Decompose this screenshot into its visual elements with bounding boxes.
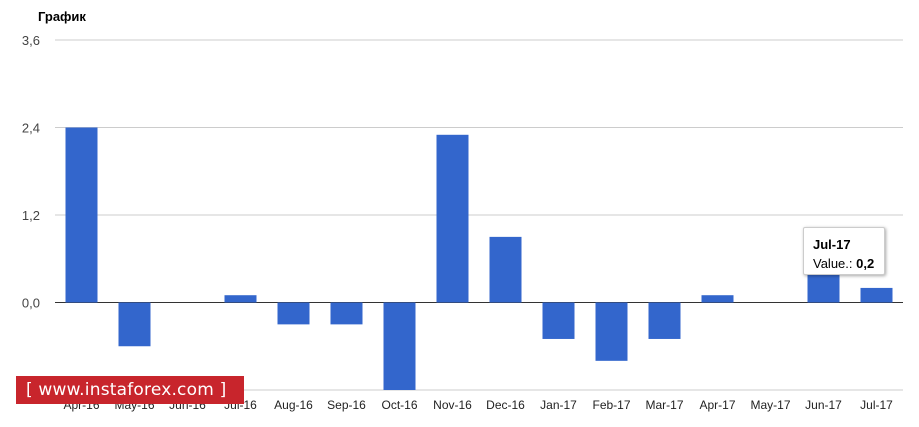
- bar[interactable]: [648, 302, 681, 339]
- bar[interactable]: [489, 236, 522, 303]
- x-tick-label: Sep-16: [327, 398, 366, 412]
- x-tick-label: Jan-17: [540, 398, 577, 412]
- bar[interactable]: [118, 302, 151, 347]
- tooltip-value: 0,2: [856, 256, 875, 271]
- tooltip-label: Value.:: [813, 256, 853, 271]
- bar[interactable]: [595, 302, 628, 361]
- grid-lines: [55, 39, 903, 391]
- watermark-logo: [ www.instaforex.com ]: [16, 376, 244, 404]
- tooltip-title: Jul-17: [813, 237, 851, 252]
- y-axis-ticks: 3,62,41,20,0-1,2: [18, 33, 40, 398]
- bar[interactable]: [330, 302, 363, 325]
- y-tick-label: 2,4: [22, 121, 40, 136]
- x-tick-label: Mar-17: [645, 398, 683, 412]
- bar[interactable]: [383, 302, 416, 391]
- watermark-text: [ www.instaforex.com ]: [26, 380, 227, 400]
- y-tick-label: 0,0: [22, 296, 40, 311]
- bar[interactable]: [65, 127, 98, 303]
- bars: [65, 127, 893, 391]
- y-tick-label: 1,2: [22, 208, 40, 223]
- x-tick-label: Nov-16: [433, 398, 472, 412]
- x-tick-label: Dec-16: [486, 398, 525, 412]
- x-tick-label: Feb-17: [592, 398, 630, 412]
- x-tick-label: Aug-16: [274, 398, 313, 412]
- bar[interactable]: [224, 295, 257, 303]
- y-tick-label: 3,6: [22, 33, 40, 48]
- bar[interactable]: [701, 295, 734, 303]
- x-tick-label: May-17: [750, 398, 790, 412]
- bar[interactable]: [277, 302, 310, 325]
- bar[interactable]: [807, 273, 840, 303]
- x-tick-label: Apr-17: [699, 398, 735, 412]
- x-tick-label: Jun-17: [805, 398, 842, 412]
- bar[interactable]: [860, 287, 893, 303]
- bar[interactable]: [542, 302, 575, 339]
- bar[interactable]: [436, 134, 469, 303]
- x-tick-label: Jul-17: [860, 398, 893, 412]
- chart-title: График: [38, 9, 86, 24]
- tooltip: Jul-17 Value.: 0,2: [803, 227, 885, 275]
- x-tick-label: Oct-16: [381, 398, 417, 412]
